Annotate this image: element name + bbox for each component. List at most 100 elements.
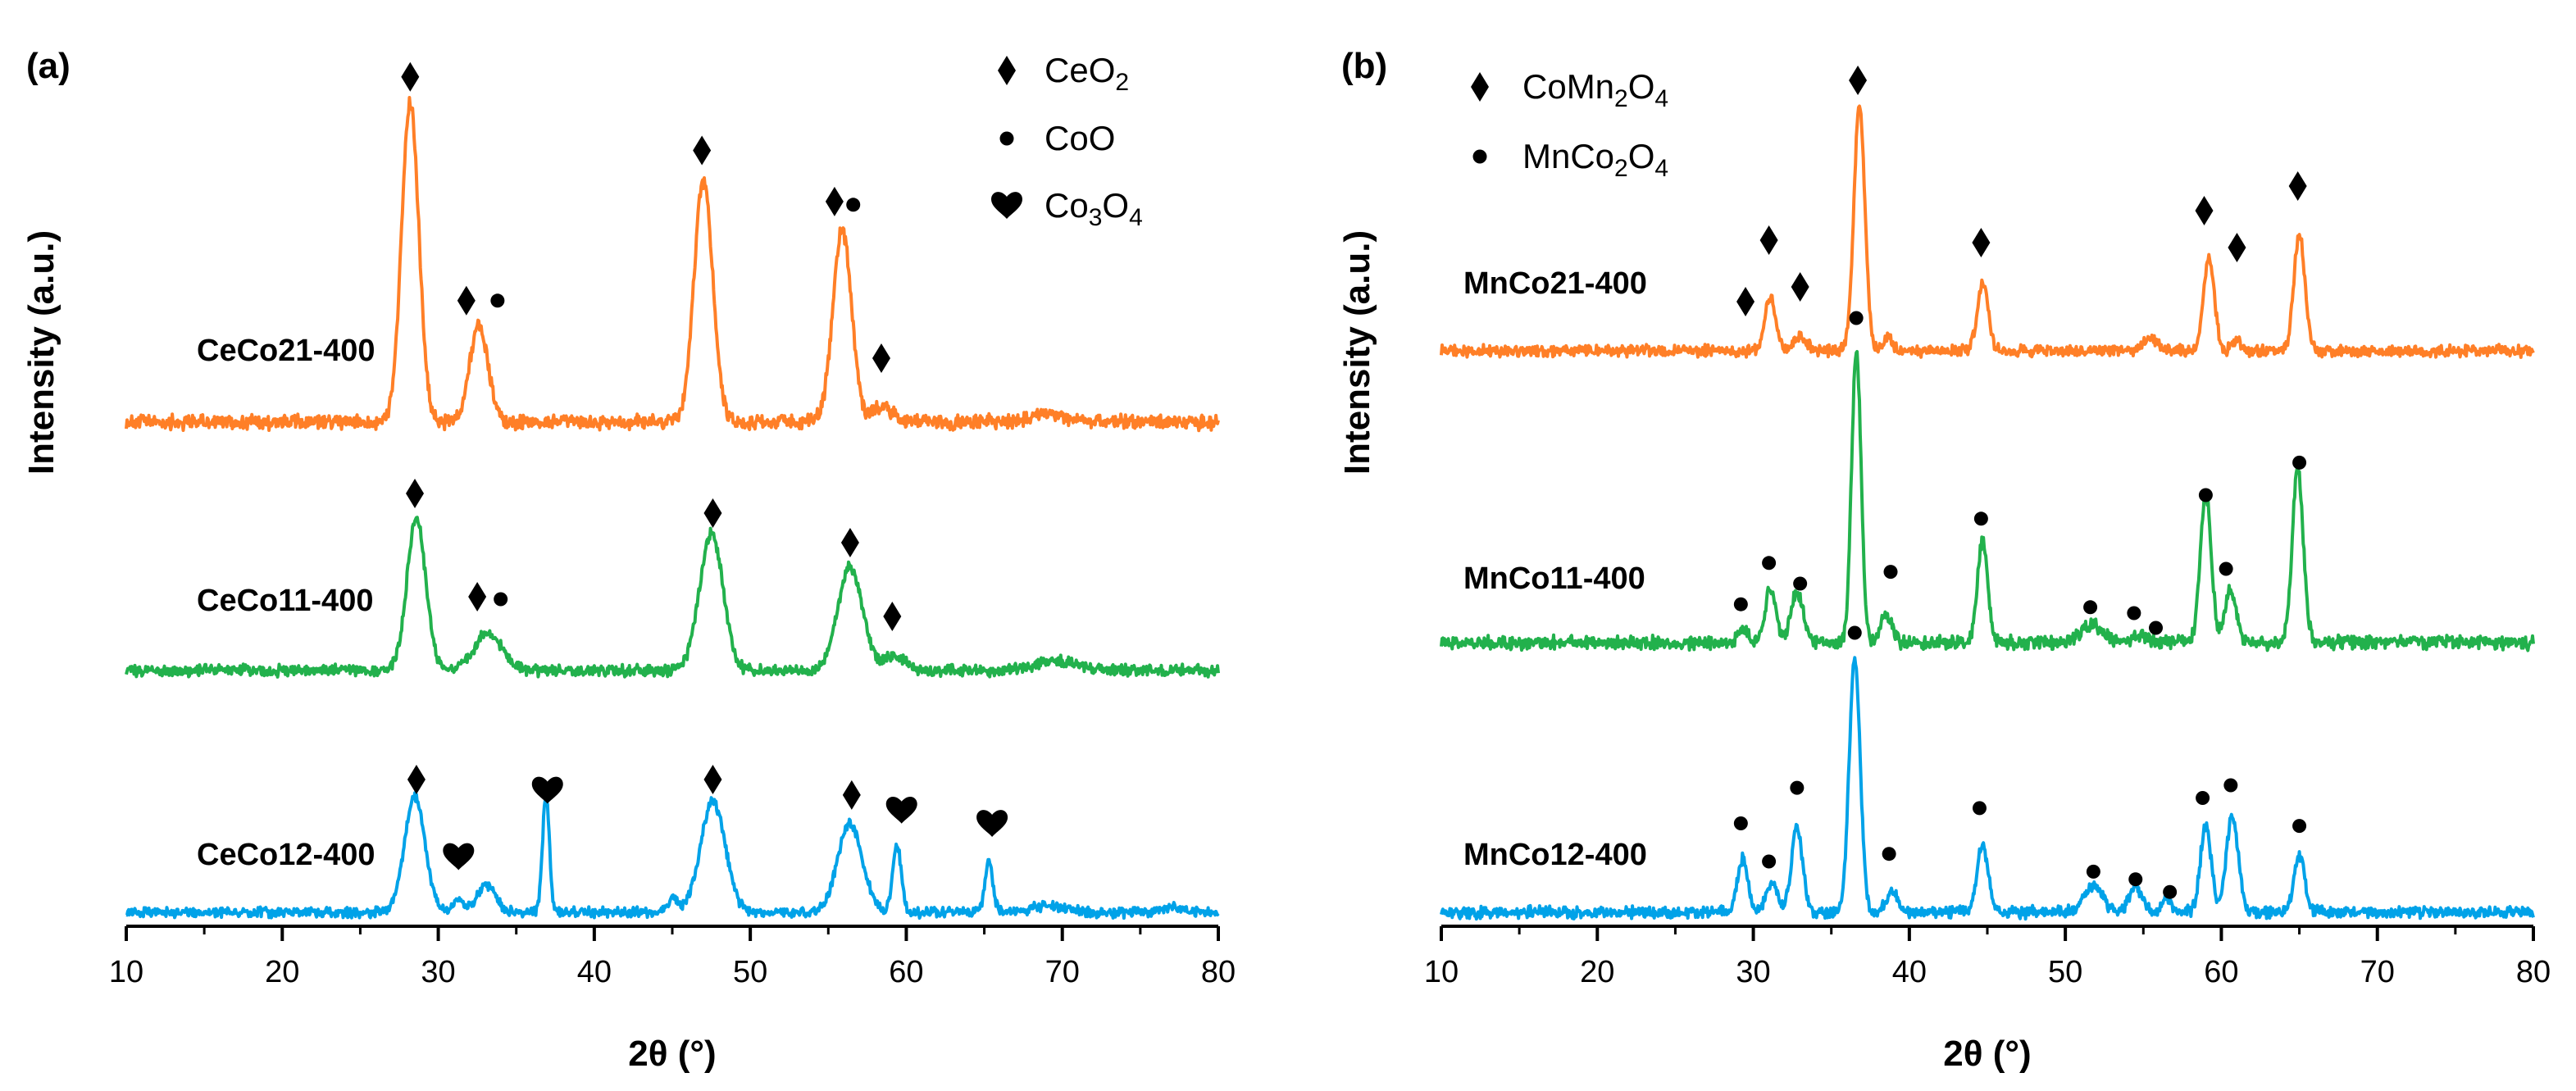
peak-marker-diamond-mnco21-400-2 [1791, 272, 1809, 302]
peak-marker-heart-ceco12-400-5 [885, 796, 917, 824]
legend-label: MnCo2O4 [1522, 137, 1668, 182]
peak-marker-heart-ceco12-400-2 [531, 776, 563, 804]
legend-label-tail: O [1628, 67, 1655, 106]
y-axis-title: Intensity (a.u.) [1337, 230, 1377, 475]
peak-marker-diamond-ceco21-400-0 [401, 61, 420, 92]
peak-marker-circle-mnco11-400-9 [2198, 488, 2213, 502]
x-tick-label: 80 [1201, 955, 1236, 989]
peak-marker-circle-mnco11-400-10 [2219, 561, 2233, 576]
y-axis-title: Intensity (a.u.) [21, 230, 61, 475]
legend-label: CoO [1045, 119, 1115, 157]
peak-marker-circle-mnco11-400-5 [1973, 511, 1988, 526]
legend-symbol-diamond [1471, 72, 1489, 102]
legend-label: CeO2 [1045, 51, 1129, 96]
series-line-ceco12-400 [125, 791, 1220, 920]
peak-marker-diamond-mnco21-400-5 [2195, 196, 2214, 225]
peak-marker-circle-mnco12-400-10 [2223, 778, 2238, 793]
peak-marker-diamond-mnco21-400-3 [1849, 66, 1868, 95]
x-tick-label: 40 [577, 955, 612, 989]
legend-symbol-heart [991, 192, 1022, 219]
series-line-ceco21-400 [125, 96, 1220, 433]
legend-label: CoMn2O4 [1522, 67, 1668, 112]
peak-marker-circle-mnco11-400-11 [2292, 455, 2307, 470]
legend-label-main: Co [1045, 186, 1089, 225]
panel-label: (a) [26, 46, 71, 86]
legend-label: Co3O4 [1045, 186, 1143, 231]
peak-marker-circle-mnco12-400-2 [1790, 780, 1805, 795]
series-line-mnco12-400 [1440, 656, 2535, 921]
peak-marker-circle-mnco11-400-4 [1883, 565, 1898, 580]
peak-marker-diamond-mnco21-400-7 [2288, 171, 2307, 201]
peak-marker-diamond-mnco21-400-4 [1972, 228, 1991, 257]
peak-marker-diamond-ceco11-400-0 [406, 479, 425, 508]
peak-marker-diamond-ceco21-400-3 [693, 135, 712, 166]
peak-marker-diamond-mnco21-400-1 [1759, 225, 1778, 255]
peak-marker-diamond-ceco12-400-3 [703, 765, 722, 794]
x-tick-label: 20 [265, 955, 299, 989]
legend-label-subscript: 2 [1614, 155, 1628, 182]
legend-label-main: CoMn [1522, 67, 1614, 106]
peak-marker-diamond-ceco11-400-4 [840, 528, 859, 557]
peak-marker-diamond-ceco21-400-1 [457, 285, 476, 316]
peak-marker-circle-ceco21-400-2 [490, 293, 505, 308]
legend-label-subscript: 2 [1614, 85, 1628, 112]
x-tick-label: 10 [109, 955, 143, 989]
legend-label-main: CeO [1045, 51, 1115, 89]
legend-symbol-diamond [998, 56, 1016, 85]
legend-label-main: MnCo [1522, 137, 1614, 175]
x-axis-title: 2θ (°) [1943, 1034, 2031, 1074]
peak-marker-circle-mnco12-400-7 [2128, 872, 2143, 887]
peak-marker-heart-ceco12-400-1 [443, 843, 475, 871]
peak-marker-heart-ceco12-400-6 [976, 810, 1008, 837]
peak-marker-circle-mnco12-400-3 [1847, 625, 1862, 640]
legend-label-subscript-2: 4 [1654, 155, 1668, 182]
peak-marker-diamond-ceco21-400-4 [825, 186, 844, 216]
peak-marker-circle-mnco11-400-3 [1849, 311, 1864, 325]
peak-marker-diamond-ceco12-400-0 [407, 765, 426, 794]
legend-label-subscript-2: 4 [1129, 204, 1143, 231]
peak-marker-diamond-ceco11-400-1 [468, 582, 487, 611]
panel-label: (b) [1341, 46, 1387, 86]
peak-marker-diamond-ceco21-400-6 [872, 343, 890, 373]
legend-label-subscript: 2 [1115, 69, 1129, 96]
series-label-ceco21-400: CeCo21-400 [197, 334, 375, 368]
x-tick-label: 70 [2360, 955, 2395, 989]
peak-marker-circle-mnco12-400-0 [1733, 816, 1748, 830]
legend-symbol-circle [1472, 149, 1487, 164]
x-tick-label: 60 [2204, 955, 2238, 989]
series-label-ceco12-400: CeCo12-400 [197, 838, 375, 872]
x-tick-label: 80 [2516, 955, 2551, 989]
x-tick-label: 50 [733, 955, 767, 989]
x-tick-label: 10 [1424, 955, 1459, 989]
peak-marker-circle-mnco12-400-9 [2196, 791, 2210, 805]
peak-marker-circle-mnco11-400-7 [2127, 606, 2141, 621]
peak-marker-circle-mnco12-400-11 [2292, 819, 2307, 834]
peak-marker-circle-mnco12-400-1 [1762, 854, 1777, 869]
x-tick-label: 60 [889, 955, 923, 989]
panel-b: MnCo21-400 MnCo11-400 MnCo12-400 10 20 30 40 50… [1337, 46, 2551, 1074]
x-tick-label: 50 [2048, 955, 2082, 989]
series-line-ceco11-400 [125, 516, 1220, 679]
legend-label-tail: O [1102, 186, 1129, 225]
series-label-mnco11-400: MnCo11-400 [1463, 561, 1645, 596]
peak-marker-circle-mnco11-400-1 [1762, 556, 1777, 571]
peak-marker-circle-mnco12-400-8 [2163, 884, 2178, 899]
panel-a: CeCo21-400 CeCo11-400 CeCo12-400 10 20 30 40 50… [21, 46, 1236, 1074]
x-tick-label: 40 [1892, 955, 1927, 989]
series-label-mnco21-400: MnCo21-400 [1463, 266, 1647, 301]
peak-marker-circle-mnco12-400-5 [1972, 801, 1987, 816]
peak-marker-circle-mnco11-400-6 [2083, 600, 2098, 615]
peak-marker-circle-mnco11-400-2 [1793, 576, 1808, 591]
legend-symbol-circle [999, 131, 1014, 146]
legend-label-subscript: 3 [1089, 204, 1103, 231]
peak-marker-diamond-ceco11-400-3 [703, 498, 722, 528]
series-label-mnco12-400: MnCo12-400 [1463, 838, 1647, 872]
peak-marker-circle-ceco11-400-2 [494, 592, 508, 607]
x-axis-title: 2θ (°) [628, 1034, 716, 1074]
peak-marker-circle-mnco12-400-4 [1882, 847, 1896, 861]
peak-marker-diamond-mnco21-400-6 [2228, 233, 2246, 262]
legend-label-tail: O [1628, 137, 1655, 175]
